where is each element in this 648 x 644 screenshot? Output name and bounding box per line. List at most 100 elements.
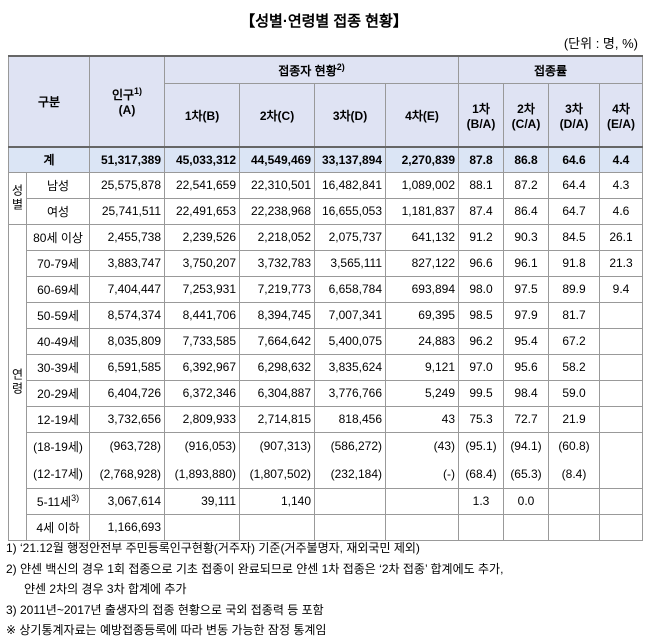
data-row: 50-59세 8,574,374 8,441,706 8,394,745 7,007,3… — [9, 301, 643, 329]
row-label-text: 70-79세 — [37, 256, 79, 271]
data-row: (12-17세) (2,768,928) (1,893,880) (1,807,502… — [9, 460, 643, 489]
header-cell: 1차 (B/A) — [458, 83, 504, 148]
data-cell: 7,664,642 — [239, 327, 315, 355]
data-cell: (916,053) — [164, 431, 240, 460]
header-text: 접종자 현황 — [278, 63, 337, 78]
data-cell: (68.4) — [458, 460, 504, 489]
row-label: (12-17세) — [26, 460, 90, 489]
data-cell: 2,714,815 — [239, 405, 315, 433]
data-cell: 3,835,624 — [314, 353, 386, 381]
footnote: ※ 상기통계자료는 예방접종등록에 따라 변동 가능한 잠정 통계임 — [6, 623, 327, 637]
data-cell: 2,270,839 — [385, 146, 459, 173]
data-cell: 24,883 — [385, 327, 459, 355]
data-cell: 97.9 — [503, 301, 549, 329]
data-cell: 22,491,653 — [164, 197, 240, 225]
data-cell — [599, 379, 643, 407]
data-cell — [599, 513, 643, 541]
data-cell — [385, 487, 459, 515]
data-cell: 2,809,933 — [164, 405, 240, 433]
row-label-text: 12-19세 — [37, 412, 79, 427]
data-cell: 1,181,837 — [385, 197, 459, 225]
row-label: 30-39세 — [26, 353, 90, 381]
row-label: 여성 — [26, 197, 90, 225]
data-cell: 8,035,809 — [89, 327, 165, 355]
data-cell: 21.9 — [548, 405, 600, 433]
data-cell: 3,067,614 — [89, 487, 165, 515]
data-cell: 7,404,447 — [89, 275, 165, 303]
data-cell: 2,075,737 — [314, 223, 386, 251]
data-cell: 5,400,075 — [314, 327, 386, 355]
data-cell: (43) — [385, 431, 459, 460]
header-row: 구분 인구1) (A) 접종자 현황2) 접종률 — [8, 55, 643, 148]
group-label: 성별 — [8, 171, 27, 225]
data-cell: 693,894 — [385, 275, 459, 303]
data-cell: 43 — [385, 405, 459, 433]
data-cell: 96.6 — [458, 249, 504, 277]
data-cell: 96.1 — [503, 249, 549, 277]
data-cell: 26.1 — [599, 223, 643, 251]
header-cell: 인구1) (A) — [89, 55, 165, 148]
data-cell: 69,395 — [385, 301, 459, 329]
data-cell — [548, 513, 600, 541]
data-cell: (907,313) — [239, 431, 315, 460]
data-cell: 39,111 — [164, 487, 240, 515]
data-cell — [599, 431, 643, 460]
data-cell: (1,807,502) — [239, 460, 315, 489]
data-cell: 4.3 — [599, 171, 643, 199]
data-cell: 3,883,747 — [89, 249, 165, 277]
data-cell: 2,239,526 — [164, 223, 240, 251]
data-cell: 97.5 — [503, 275, 549, 303]
data-cell — [239, 513, 315, 541]
data-cell: (94.1) — [503, 431, 549, 460]
data-cell: 3,776,766 — [314, 379, 386, 407]
data-cell: (586,272) — [314, 431, 386, 460]
row-label: (18-19세) — [26, 431, 90, 460]
data-cell: (-) — [385, 460, 459, 489]
row-label-text: 20-29세 — [37, 386, 79, 401]
data-cell: 9,121 — [385, 353, 459, 381]
data-cell: 25,575,878 — [89, 171, 165, 199]
row-label-text: (12-17세) — [33, 467, 83, 482]
data-cell: 22,238,968 — [239, 197, 315, 225]
data-cell: 67.2 — [548, 327, 600, 355]
data-cell: (95.1) — [458, 431, 504, 460]
data-cell: 98.0 — [458, 275, 504, 303]
data-cell: 90.3 — [503, 223, 549, 251]
data-cell: 8,394,745 — [239, 301, 315, 329]
data-cell: (8.4) — [548, 460, 600, 489]
data-cell: 44,549,469 — [239, 146, 315, 173]
total-row: 계 51,317,389 45,033,312 44,549,469 33,137,89… — [8, 146, 643, 173]
data-cell: 91.8 — [548, 249, 600, 277]
data-cell: 1,166,693 — [89, 513, 165, 541]
row-label: 남성 — [26, 171, 90, 199]
data-cell: 3,565,111 — [314, 249, 386, 277]
data-cell: 3,732,783 — [239, 249, 315, 277]
row-label: 70-79세 — [26, 249, 90, 277]
row-label: 4세 이하 — [26, 513, 90, 541]
data-cell: 7,007,341 — [314, 301, 386, 329]
footnotes: 1) ‘21.12월 행정안전부 주민등록인구현황(거주자) 기준(거주불명자,… — [6, 538, 503, 641]
data-row: 70-79세 3,883,747 3,750,207 3,732,783 3,565,1… — [9, 249, 643, 277]
title: 【성별·연령별 접종 현황】 — [240, 13, 408, 30]
row-label-text: 80세 이상 — [33, 230, 83, 245]
data-cell — [599, 327, 643, 355]
data-cell: 2,455,738 — [89, 223, 165, 251]
data-row: 여성 25,741,511 22,491,653 22,238,968 16,655,0… — [9, 197, 643, 225]
data-row: (18-19세) (963,728) (916,053) (907,313) (586,… — [9, 431, 643, 460]
row-label: 50-59세 — [26, 301, 90, 329]
data-cell — [458, 513, 504, 541]
row-label-text: 5-11세 — [36, 494, 72, 509]
data-cell: 6,372,346 — [164, 379, 240, 407]
data-cell: 58.2 — [548, 353, 600, 381]
data-cell — [599, 301, 643, 329]
row-label: 60-69세 — [26, 275, 90, 303]
footnote-ref: 1) — [134, 86, 143, 96]
table: 구분 인구1) (A) 접종자 현황2) 접종률 1차(B) 2차(C) 3차(D) 4차(E)… — [8, 55, 643, 541]
data-cell: 6,298,632 — [239, 353, 315, 381]
unit: (단위 : 명, %) — [563, 36, 638, 51]
row-label-text: 여성 — [46, 204, 70, 219]
data-cell: 96.2 — [458, 327, 504, 355]
data-cell: 1,140 — [239, 487, 315, 515]
data-cell: (65.3) — [503, 460, 549, 489]
